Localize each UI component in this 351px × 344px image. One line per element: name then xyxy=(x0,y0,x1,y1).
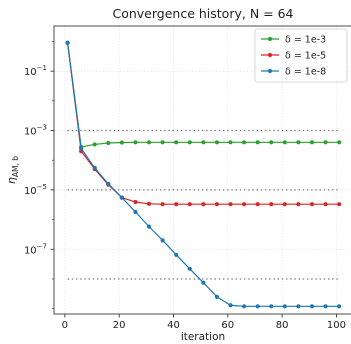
data-point xyxy=(323,140,328,145)
legend-label: δ = 1e-5 xyxy=(285,51,326,62)
y-axis: 10−1 10−3 10−5 10−7 xyxy=(24,41,54,309)
legend-label: δ = 1e-3 xyxy=(285,35,326,46)
data-point xyxy=(228,140,233,145)
data-point xyxy=(65,40,70,45)
y-axis-label-sub: AM, b xyxy=(11,156,20,177)
data-point xyxy=(255,202,260,207)
data-point xyxy=(228,303,233,308)
data-point xyxy=(337,202,342,207)
data-point xyxy=(174,140,179,145)
x-tick-label: 20 xyxy=(113,320,126,331)
data-point xyxy=(269,304,274,309)
x-tick-label: 60 xyxy=(221,320,234,331)
data-point xyxy=(241,304,247,309)
data-point xyxy=(255,140,260,145)
data-point xyxy=(201,202,206,207)
data-point xyxy=(92,142,97,147)
y-tick-label: 10−5 xyxy=(24,183,47,197)
legend-box xyxy=(254,28,348,83)
x-axis: 0 20 40 60 80 100 xyxy=(62,314,346,331)
data-point xyxy=(309,202,315,207)
data-point xyxy=(228,202,233,207)
data-point xyxy=(187,266,192,271)
data-point xyxy=(214,202,220,207)
data-point xyxy=(269,202,274,207)
legend-marker xyxy=(267,68,273,74)
data-point xyxy=(174,252,179,257)
data-point xyxy=(79,146,84,151)
data-point xyxy=(214,140,220,145)
legend-marker xyxy=(267,36,273,42)
data-point xyxy=(241,202,247,207)
y-tick-label: 10−3 xyxy=(24,124,47,138)
data-point xyxy=(282,202,287,207)
data-point xyxy=(214,294,220,299)
y-tick-label: 10−1 xyxy=(24,64,47,78)
data-point xyxy=(296,140,301,145)
series-layer xyxy=(65,40,342,309)
data-point xyxy=(146,140,152,145)
data-point xyxy=(269,140,274,145)
data-point xyxy=(282,304,287,309)
data-point xyxy=(160,238,165,243)
data-point xyxy=(309,140,315,145)
x-tick-label: 80 xyxy=(276,320,289,331)
data-point xyxy=(92,165,97,171)
data-point xyxy=(296,304,301,309)
legend: δ = 1e-3 δ = 1e-5 δ = 1e-8 xyxy=(254,28,348,83)
y-axis-label: ηAM, b xyxy=(5,156,20,184)
data-point xyxy=(106,181,111,186)
data-point xyxy=(160,140,165,145)
data-point xyxy=(187,140,192,145)
data-point xyxy=(323,202,328,207)
x-axis-label: iteration xyxy=(181,331,225,343)
data-point xyxy=(296,202,301,207)
data-point xyxy=(282,140,287,145)
data-point xyxy=(119,140,124,145)
data-point xyxy=(201,280,206,285)
data-point xyxy=(133,140,138,145)
legend-marker xyxy=(267,52,273,58)
x-tick-label: 40 xyxy=(167,320,180,331)
data-point xyxy=(337,304,342,309)
x-tick-label: 100 xyxy=(327,320,346,331)
data-point xyxy=(255,304,260,309)
x-tick-label: 0 xyxy=(62,320,68,331)
data-point xyxy=(174,202,179,207)
legend-label: δ = 1e-8 xyxy=(285,67,326,78)
data-point xyxy=(133,209,138,215)
data-point xyxy=(337,140,342,145)
data-point xyxy=(241,140,247,145)
y-axis-label-main: η xyxy=(5,177,18,184)
plot-frame xyxy=(53,25,351,315)
data-point xyxy=(160,202,165,207)
data-point xyxy=(187,202,192,207)
data-point xyxy=(309,304,315,309)
data-point xyxy=(323,304,328,309)
data-point xyxy=(146,201,152,206)
data-point xyxy=(133,199,138,205)
y-tick-label: 10−7 xyxy=(24,242,47,256)
data-point xyxy=(201,140,206,145)
data-point xyxy=(119,195,124,200)
data-point xyxy=(146,224,152,229)
chart-title: Convergence history, N = 64 xyxy=(112,6,293,21)
reference-lines xyxy=(67,129,340,280)
data-point xyxy=(106,140,111,146)
